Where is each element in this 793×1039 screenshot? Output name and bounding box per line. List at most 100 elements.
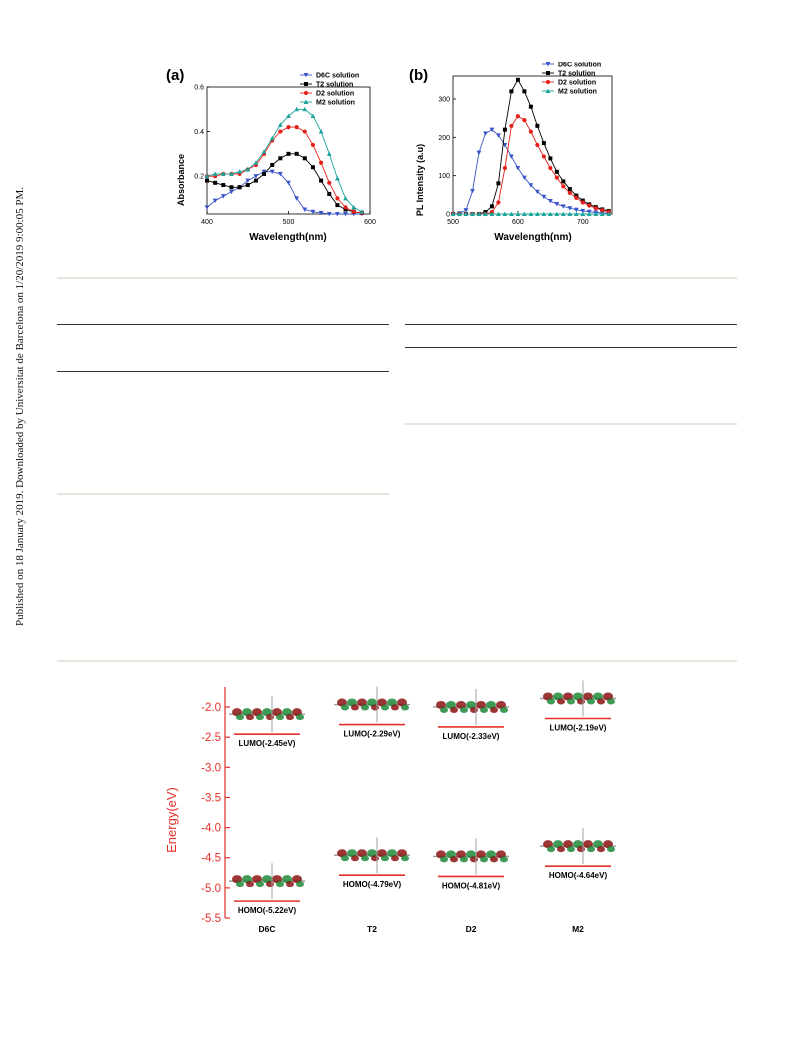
absorbance-data-point <box>343 205 348 210</box>
absorbance-series-line <box>206 171 362 215</box>
absorbance-data-point <box>343 212 348 217</box>
orbital-lobe <box>286 881 294 888</box>
orbital-lobe <box>377 698 387 707</box>
orbital-lobe <box>460 856 468 863</box>
orbital-lobe <box>587 698 595 705</box>
pl-data-point <box>567 190 572 196</box>
orbital-lobe <box>357 849 367 858</box>
orbital-lobe <box>563 840 573 849</box>
pl-data-point <box>496 211 501 216</box>
pl-data-point <box>457 211 462 216</box>
pl-data-point <box>560 211 566 216</box>
pl-xtick-label: 600 <box>512 219 524 226</box>
homo-label: HOMO(-4.81eV) <box>442 881 501 890</box>
pl-series-3: M2 solution <box>450 89 612 216</box>
absorbance-data-point <box>212 198 218 204</box>
orbital-lobe <box>397 698 407 707</box>
absorbance-data-point <box>326 151 332 156</box>
pl-ylabel: PL Intensity (a.u) <box>415 144 425 216</box>
absorbance-data-point <box>302 106 308 112</box>
orbital-lobe <box>593 692 603 701</box>
orbital-lobe <box>466 850 476 859</box>
orbital-lobe <box>381 704 389 711</box>
orbital-lobe <box>401 704 409 711</box>
table-left-bottom-rule <box>57 493 389 495</box>
pl-data-point <box>554 211 560 216</box>
pl-ytick-label: 300 <box>438 97 450 104</box>
absorbance-legend-label: M2 solution <box>316 100 355 107</box>
orbital-lobe <box>587 846 595 853</box>
absorbance-legend-marker <box>303 73 309 78</box>
orbital-lobe <box>583 692 593 701</box>
absorbance-data-point <box>270 162 275 167</box>
absorbance-data-point <box>286 113 291 118</box>
pl-data-point <box>573 207 579 213</box>
orbital-lobe <box>246 714 254 721</box>
pl-legend-label: D2 solution <box>558 80 596 87</box>
pl-data-point <box>580 211 586 216</box>
absorbance-legend-marker <box>304 82 308 86</box>
pl-data-point <box>476 150 482 156</box>
pl-series-line <box>452 129 609 215</box>
pl-data-point <box>502 127 507 132</box>
absorbance-xlabel: Wavelength(nm) <box>249 232 326 243</box>
lumo-orbital-image <box>229 696 305 733</box>
pl-data-point <box>541 194 547 200</box>
orbital-lobe <box>563 692 573 701</box>
orbital-lobe <box>341 704 349 711</box>
orbital-lobe <box>603 840 613 849</box>
pl-data-point <box>502 211 508 216</box>
pl-data-point <box>554 175 559 180</box>
absorbance-data-point <box>310 113 316 118</box>
table-right-bottom-rule <box>405 423 737 425</box>
orbital-lobe <box>446 700 456 709</box>
pl-data-point <box>574 195 579 200</box>
orbital-lobe <box>500 856 508 863</box>
absorbance-data-point <box>269 169 275 175</box>
absorbance-data-point <box>319 160 324 165</box>
absorbance-data-point <box>294 151 299 156</box>
panel-label-b: (b) <box>409 67 428 84</box>
orbital-lobe <box>573 692 583 701</box>
molecule-d6c: LUMO(-2.45eV) HOMO(-5.22eV) D6C <box>229 696 305 934</box>
lumo-orbital-image <box>433 688 509 725</box>
orbital-lobe <box>577 846 585 853</box>
pl-data-point <box>470 211 475 216</box>
absorbance-data-point <box>343 196 348 201</box>
orbital-lobe <box>490 706 498 713</box>
absorbance-data-point <box>335 196 340 201</box>
homo-orbital-image <box>229 863 305 900</box>
pl-ytick-label: 100 <box>438 173 450 180</box>
pl-data-point <box>522 117 527 123</box>
pl-legend-label: M2 solution <box>558 89 597 96</box>
absorbance-data-point <box>335 203 340 208</box>
orbital-lobe <box>553 692 563 701</box>
orbital-lobe <box>337 849 347 858</box>
orbital-lobe <box>347 698 357 707</box>
orbital-lobe <box>266 881 274 888</box>
pl-data-point <box>574 193 579 198</box>
orbital-lobe <box>557 846 565 853</box>
orbital-lobe <box>401 855 409 862</box>
orbital-lobe <box>547 846 555 853</box>
absorbance-data-point <box>220 171 226 176</box>
orbital-lobe <box>361 704 369 711</box>
absorbance-data-point <box>286 180 291 186</box>
pl-intensity-chart: (b) PL Intensity (a.u) Wavelength(nm) 50… <box>409 62 613 243</box>
orbital-lobe <box>246 881 254 888</box>
absorbance-data-point <box>343 207 348 212</box>
orbital-lobe <box>397 849 407 858</box>
orbital-lobe <box>567 846 575 853</box>
absorbance-data-point <box>318 129 324 134</box>
orbital-lobe <box>440 856 448 863</box>
lumo-orbital-image <box>334 686 410 723</box>
pl-data-point <box>502 165 508 171</box>
pl-data-point <box>541 141 546 146</box>
absorbance-data-point <box>261 169 267 175</box>
absorbance-data-point <box>261 149 267 154</box>
table-left-top-rule <box>57 324 389 325</box>
homo-orbital-image <box>433 838 509 875</box>
absorbance-data-point <box>204 205 210 210</box>
absorbance-data-point <box>212 171 218 176</box>
lumo-label: LUMO(-2.19eV) <box>550 724 607 733</box>
